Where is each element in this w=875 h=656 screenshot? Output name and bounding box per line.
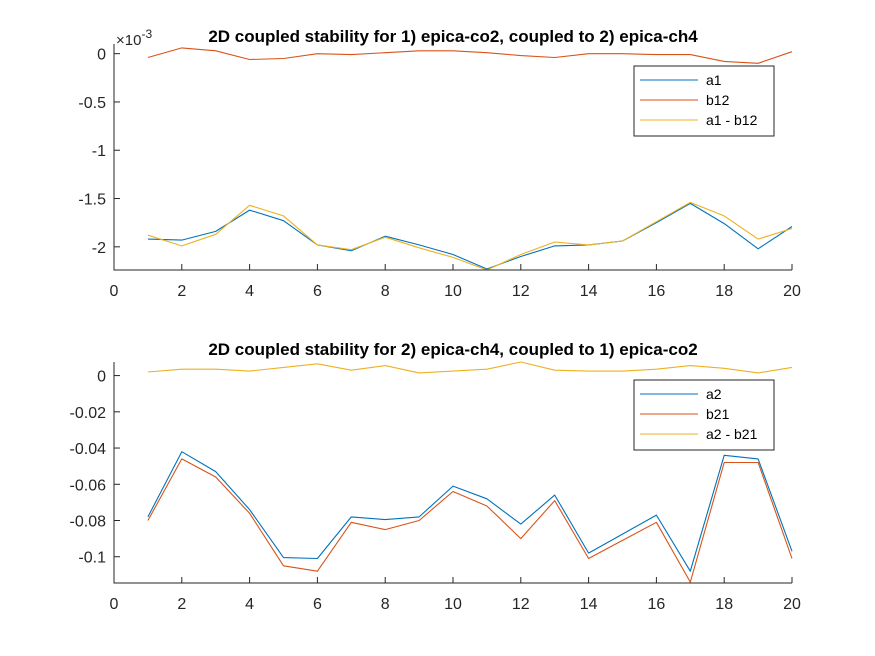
top-x-tick-label: 4	[245, 283, 254, 300]
top-axes-frame	[113, 44, 792, 271]
top-x-tick-label: 10	[444, 283, 462, 300]
top-legend-label: a1	[706, 72, 722, 88]
top-x-tick-label: 6	[313, 283, 322, 300]
top-series-line-1	[147, 202, 793, 270]
top-y-tick-label: 0	[97, 47, 106, 64]
bottom-legend-label: a2	[706, 386, 722, 402]
top-series	[147, 47, 793, 271]
top-legend-label: b12	[706, 92, 730, 108]
bottom-y-tick-label: -0.06	[70, 477, 107, 494]
bottom-y-tick-label: -0.02	[70, 405, 107, 422]
bottom-legend-box	[633, 379, 775, 451]
top-legend: a1 b12 a1 - b12	[633, 65, 775, 137]
top-subplot: 2D coupled stability for 1) epica-co2, c…	[78, 27, 801, 300]
top-series-line-2	[147, 47, 793, 64]
bottom-axes-frame	[113, 362, 792, 584]
bottom-legend-label: a2 - b21	[706, 426, 758, 442]
bottom-y-tick-label: -0.1	[78, 550, 106, 567]
bottom-x-tick-label: 18	[715, 596, 733, 613]
top-x-tick-label: 12	[512, 283, 530, 300]
top-y-tick-label: -0.5	[78, 95, 106, 112]
bottom-legend: a2 b21 a2 - b21	[633, 379, 775, 451]
top-x-tick-label: 16	[648, 283, 666, 300]
top-legend-box	[633, 65, 775, 137]
bottom-series-line-3	[147, 361, 793, 374]
bottom-series-line-2	[147, 458, 793, 583]
bottom-x-tick-label: 16	[648, 596, 666, 613]
bottom-y-tick-label: -0.08	[70, 514, 107, 531]
top-x-tick-label: 8	[381, 283, 390, 300]
top-x-tick-label: 2	[177, 283, 186, 300]
bottom-legend-label: b21	[706, 406, 730, 422]
top-y-ticks: 0 -0.5 -1 -1.5 -2	[78, 47, 120, 257]
top-legend-label: a1 - b12	[706, 112, 758, 128]
top-y-tick-label: -1.5	[78, 192, 106, 209]
bottom-x-ticks: 0 2 4 6 8 10 12 14 16 18 20	[110, 577, 801, 613]
top-y-exponent-power: -3	[141, 27, 152, 41]
bottom-y-ticks: 0 -0.02 -0.04 -0.06 -0.08 -0.1	[70, 369, 120, 567]
top-y-tick-label: -1	[92, 143, 106, 160]
top-x-tick-label: 0	[110, 283, 119, 300]
top-x-ticks: 0 2 4 6 8 10 12 14 16 18 20	[110, 264, 801, 300]
bottom-y-tick-label: -0.04	[70, 441, 107, 458]
bottom-subplot: 2D coupled stability for 2) epica-ch4, c…	[70, 340, 801, 613]
top-x-tick-label: 18	[715, 283, 733, 300]
bottom-x-tick-label: 2	[177, 596, 186, 613]
top-x-tick-label: 14	[580, 283, 598, 300]
top-y-exponent-base: ×10	[116, 32, 141, 49]
top-series-line-3	[147, 201, 793, 271]
top-chart-title: 2D coupled stability for 1) epica-co2, c…	[208, 27, 698, 46]
bottom-x-tick-label: 8	[381, 596, 390, 613]
bottom-x-tick-label: 0	[110, 596, 119, 613]
bottom-x-tick-label: 14	[580, 596, 598, 613]
top-legend-entries: a1 b12 a1 - b12	[640, 72, 758, 128]
top-y-tick-label: -2	[92, 240, 106, 257]
bottom-x-tick-label: 12	[512, 596, 530, 613]
bottom-x-tick-label: 4	[245, 596, 254, 613]
bottom-legend-entries: a2 b21 a2 - b21	[640, 386, 758, 442]
bottom-x-tick-label: 10	[444, 596, 462, 613]
bottom-chart-title: 2D coupled stability for 2) epica-ch4, c…	[208, 340, 697, 359]
bottom-x-tick-label: 20	[783, 596, 801, 613]
top-y-exponent: ×10-3	[116, 27, 152, 49]
bottom-series-line-1	[147, 451, 793, 572]
bottom-series	[147, 361, 793, 583]
bottom-y-tick-label: 0	[97, 369, 106, 386]
top-x-tick-label: 20	[783, 283, 801, 300]
bottom-x-tick-label: 6	[313, 596, 322, 613]
